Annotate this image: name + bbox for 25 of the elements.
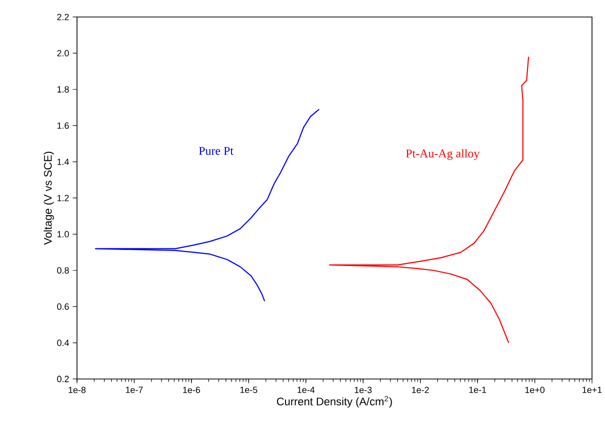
- x-tick-label: 1e+1: [582, 386, 602, 394]
- y-tick-label: 2.0: [57, 50, 69, 56]
- x-tick-label: 1e-3: [354, 386, 372, 394]
- y-tick-label: 0.4: [57, 340, 69, 346]
- y-tick-label: 0.8: [57, 267, 69, 274]
- x-tick-label: 1e-8: [68, 386, 86, 394]
- text: Pure Pt: [198, 146, 234, 155]
- x-tick-label: 1e-1: [469, 386, 486, 394]
- x-tick-label: 1e-6: [183, 386, 200, 394]
- y-tick-label: 1.6: [57, 122, 69, 129]
- x-tick-label: 1e+0: [525, 386, 545, 394]
- y-tick-label: 1.4: [57, 158, 69, 165]
- x-axis-title: Current Density (A/cm$^{2}$): [276, 396, 392, 408]
- y-tick-label: 1.2: [57, 194, 69, 202]
- y-tick-label: 1.8: [57, 86, 69, 93]
- y-tick-label: 0.6: [57, 303, 69, 310]
- x-tick-label: 1e-2: [412, 386, 429, 394]
- y-axis-title: Voltage (V vs SCE): [44, 152, 54, 245]
- x-tick-label: 1e-5: [240, 386, 258, 394]
- y-tick-label: 0.2: [57, 376, 69, 382]
- x-tick-label: 1e-4: [298, 386, 315, 394]
- y-tick-label: 1.0: [57, 231, 69, 238]
- y-tick-label: 2.2: [57, 14, 69, 20]
- text: Pt-Au-Ag alloy: [406, 149, 480, 160]
- x-tick-label: 1e-7: [126, 386, 143, 394]
